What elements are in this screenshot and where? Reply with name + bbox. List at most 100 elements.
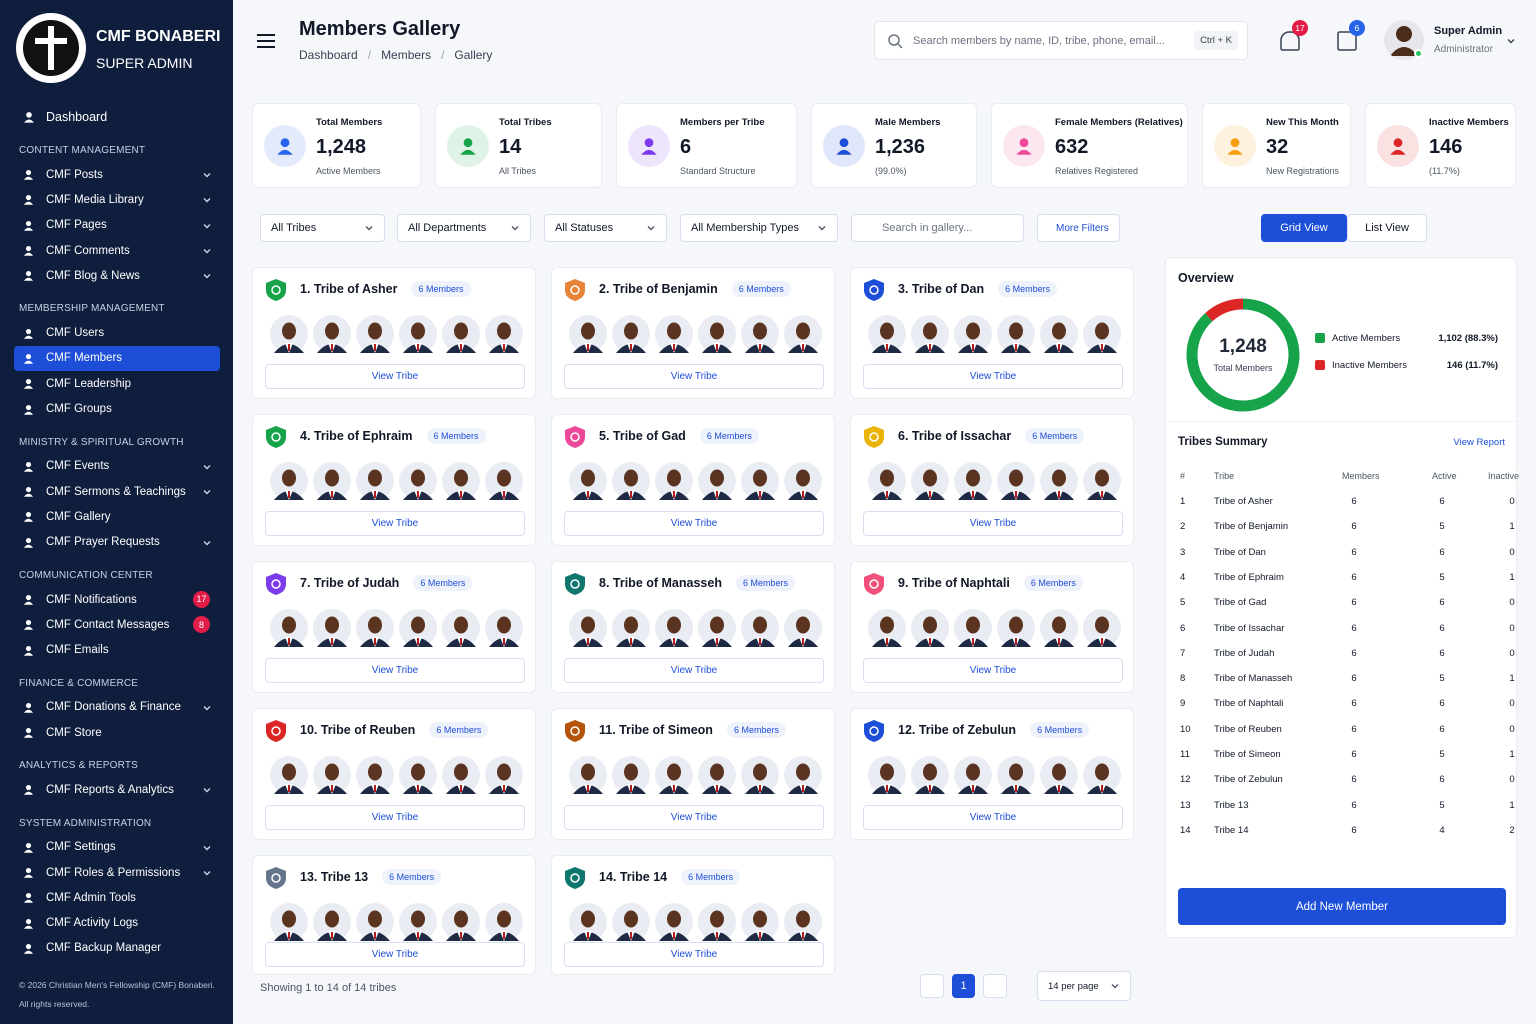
view-report-link[interactable]: View Report (1453, 437, 1505, 448)
nav-item[interactable]: CMF Posts (14, 162, 220, 187)
nav-item[interactable]: CMF Contact Messages 8 (14, 612, 220, 637)
nav-item[interactable]: CMF Reports & Analytics (14, 777, 220, 802)
member-avatar[interactable] (313, 462, 351, 500)
view-tribe-button[interactable]: View Tribe (564, 942, 824, 967)
nav-item[interactable]: CMF Groups (14, 396, 220, 421)
member-avatar[interactable] (954, 756, 992, 794)
member-avatar[interactable] (270, 903, 308, 941)
member-avatar[interactable] (698, 315, 736, 353)
member-avatar[interactable] (270, 756, 308, 794)
member-avatar[interactable] (1083, 609, 1121, 647)
member-avatar[interactable] (356, 756, 394, 794)
nav-item[interactable]: CMF Admin Tools (14, 885, 220, 910)
filter-select[interactable]: All Statuses (544, 214, 667, 242)
member-avatar[interactable] (868, 609, 906, 647)
view-tribe-button[interactable]: View Tribe (564, 511, 824, 536)
gallery-search[interactable]: Search in gallery... (851, 214, 1024, 242)
member-avatar[interactable] (399, 609, 437, 647)
member-avatar[interactable] (313, 315, 351, 353)
nav-item[interactable]: CMF Notifications 17 (14, 587, 220, 612)
nav-item[interactable]: Dashboard (14, 104, 220, 130)
member-avatar[interactable] (698, 462, 736, 500)
member-avatar[interactable] (313, 903, 351, 941)
breadcrumb-item[interactable]: Dashboard (299, 48, 358, 62)
member-avatar[interactable] (698, 609, 736, 647)
list-view-button[interactable]: List View (1347, 214, 1427, 242)
notifications-button[interactable] (1280, 31, 1300, 51)
view-tribe-button[interactable]: View Tribe (863, 364, 1123, 389)
member-avatar[interactable] (1083, 462, 1121, 500)
member-avatar[interactable] (612, 903, 650, 941)
search-box[interactable]: Search members by name, ID, tribe, phone… (874, 21, 1248, 60)
member-avatar[interactable] (442, 462, 480, 500)
member-avatar[interactable] (569, 609, 607, 647)
member-avatar[interactable] (655, 462, 693, 500)
member-avatar[interactable] (954, 315, 992, 353)
member-avatar[interactable] (868, 756, 906, 794)
view-tribe-button[interactable]: View Tribe (863, 658, 1123, 683)
member-avatar[interactable] (741, 903, 779, 941)
nav-item[interactable]: CMF Gallery (14, 504, 220, 529)
member-avatar[interactable] (1040, 315, 1078, 353)
member-avatar[interactable] (485, 315, 523, 353)
add-member-button[interactable]: Add New Member (1178, 888, 1506, 925)
member-avatar[interactable] (997, 462, 1035, 500)
member-avatar[interactable] (784, 756, 822, 794)
member-avatar[interactable] (442, 903, 480, 941)
member-avatar[interactable] (1040, 462, 1078, 500)
view-tribe-button[interactable]: View Tribe (564, 658, 824, 683)
nav-item[interactable]: CMF Leadership (14, 371, 220, 396)
member-avatar[interactable] (399, 462, 437, 500)
view-tribe-button[interactable]: View Tribe (564, 364, 824, 389)
member-avatar[interactable] (612, 756, 650, 794)
view-tribe-button[interactable]: View Tribe (265, 511, 525, 536)
member-avatar[interactable] (1083, 315, 1121, 353)
member-avatar[interactable] (485, 462, 523, 500)
member-avatar[interactable] (442, 315, 480, 353)
member-avatar[interactable] (442, 756, 480, 794)
nav-item[interactable]: CMF Sermons & Teachings (14, 479, 220, 504)
nav-item[interactable]: CMF Donations & Finance (14, 695, 220, 720)
member-avatar[interactable] (655, 609, 693, 647)
member-avatar[interactable] (1083, 756, 1121, 794)
current-page[interactable]: 1 (952, 974, 975, 998)
per-page-select[interactable]: 14 per page (1037, 971, 1131, 1001)
member-avatar[interactable] (270, 609, 308, 647)
breadcrumb-item[interactable]: Members (381, 48, 432, 62)
member-avatar[interactable] (399, 315, 437, 353)
member-avatar[interactable] (741, 609, 779, 647)
messages-button[interactable] (1337, 31, 1357, 51)
member-avatar[interactable] (741, 462, 779, 500)
view-tribe-button[interactable]: View Tribe (265, 364, 525, 389)
member-avatar[interactable] (741, 756, 779, 794)
next-page[interactable] (983, 974, 1007, 998)
member-avatar[interactable] (655, 756, 693, 794)
member-avatar[interactable] (356, 315, 394, 353)
member-avatar[interactable] (868, 462, 906, 500)
member-avatar[interactable] (698, 903, 736, 941)
member-avatar[interactable] (313, 609, 351, 647)
nav-item[interactable]: CMF Comments (14, 238, 220, 263)
member-avatar[interactable] (997, 315, 1035, 353)
view-tribe-button[interactable]: View Tribe (863, 805, 1123, 830)
view-tribe-button[interactable]: View Tribe (564, 805, 824, 830)
member-avatar[interactable] (655, 315, 693, 353)
nav-item[interactable]: CMF Events (14, 454, 220, 479)
member-avatar[interactable] (784, 903, 822, 941)
member-avatar[interactable] (741, 315, 779, 353)
nav-item[interactable]: CMF Members (14, 345, 220, 372)
view-tribe-button[interactable]: View Tribe (265, 658, 525, 683)
member-avatar[interactable] (569, 756, 607, 794)
member-avatar[interactable] (569, 462, 607, 500)
member-avatar[interactable] (356, 903, 394, 941)
member-avatar[interactable] (569, 903, 607, 941)
member-avatar[interactable] (911, 315, 949, 353)
member-avatar[interactable] (784, 315, 822, 353)
nav-item[interactable]: CMF Backup Manager (14, 936, 220, 961)
member-avatar[interactable] (698, 756, 736, 794)
filter-select[interactable]: All Departments (397, 214, 531, 242)
member-avatar[interactable] (399, 903, 437, 941)
member-avatar[interactable] (313, 756, 351, 794)
member-avatar[interactable] (612, 462, 650, 500)
member-avatar[interactable] (442, 609, 480, 647)
